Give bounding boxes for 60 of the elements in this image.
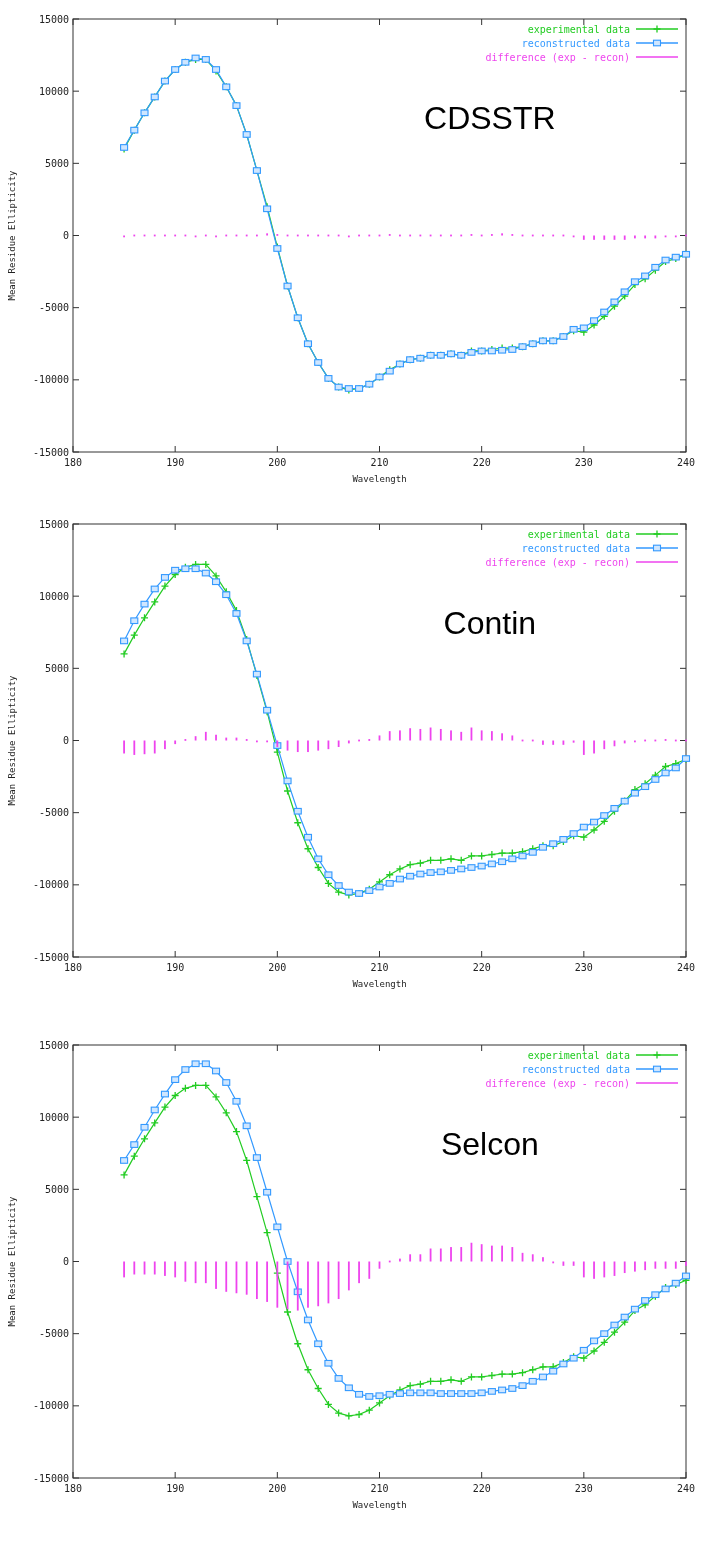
x-axis-title: Wavelength [352, 474, 407, 484]
x-tick-label: 210 [370, 457, 389, 468]
y-tick-label: -10000 [32, 1400, 69, 1412]
x-tick-label: 180 [63, 457, 83, 468]
legend-label: experimental data [527, 1049, 630, 1061]
y-tick-label: -15000 [32, 1472, 69, 1484]
x-tick-label: 190 [166, 1483, 185, 1494]
legend-label: difference (exp - recon) [485, 556, 630, 568]
annotation: CDSSTR [424, 100, 556, 136]
y-tick-label: 15000 [38, 13, 69, 25]
legend-label: reconstructed data [521, 542, 630, 554]
x-tick-label: 230 [574, 1483, 593, 1494]
x-tick-label: 240 [676, 457, 696, 468]
y-tick-label: -5000 [38, 807, 69, 819]
x-axis-title: Wavelength [352, 1500, 407, 1510]
y-tick-label: 15000 [38, 518, 69, 530]
x-tick-label: 190 [166, 457, 185, 468]
y-tick-label: 15000 [38, 1039, 69, 1051]
x-tick-label: 240 [676, 1483, 696, 1494]
x-tick-label: 190 [166, 962, 185, 973]
legend-label: experimental data [527, 528, 630, 540]
x-tick-label: 230 [574, 962, 593, 973]
x-tick-label: 220 [472, 457, 491, 468]
x-tick-label: 240 [676, 962, 696, 973]
y-axis-title: Mean Residue Ellipticity [7, 1195, 17, 1327]
y-tick-label: -10000 [32, 374, 69, 386]
x-tick-label: 220 [472, 1483, 491, 1494]
x-tick-label: 200 [268, 1483, 287, 1494]
x-tick-label: 210 [370, 962, 389, 973]
y-tick-label: 10000 [38, 1111, 69, 1123]
legend-label: reconstructed data [521, 37, 630, 49]
x-tick-label: 180 [63, 962, 83, 973]
legend-label: difference (exp - recon) [485, 1077, 630, 1089]
x-tick-label: 220 [472, 962, 491, 973]
y-tick-label: 5000 [44, 157, 69, 169]
annotation: Contin [443, 605, 537, 641]
y-tick-label: -15000 [32, 446, 69, 458]
legend-label: experimental data [527, 23, 630, 35]
y-tick-label: 5000 [44, 1183, 69, 1195]
y-tick-label: -15000 [32, 951, 69, 963]
y-tick-label: -5000 [38, 1328, 69, 1340]
y-tick-label: -5000 [38, 302, 69, 314]
x-tick-label: 230 [574, 457, 593, 468]
y-tick-label: -10000 [32, 879, 69, 891]
y-tick-label: 10000 [38, 590, 69, 602]
x-tick-label: 210 [370, 1483, 389, 1494]
y-tick-label: 0 [62, 230, 69, 241]
legend-label: difference (exp - recon) [485, 51, 630, 63]
x-tick-label: 200 [268, 457, 287, 468]
y-tick-label: 10000 [38, 85, 69, 97]
y-axis-title: Mean Residue Ellipticity [7, 169, 17, 301]
legend-label: reconstructed data [521, 1063, 630, 1075]
annotation: Selcon [440, 1126, 539, 1162]
y-tick-label: 0 [62, 1256, 69, 1267]
y-tick-label: 5000 [44, 662, 69, 674]
y-axis-title: Mean Residue Ellipticity [7, 674, 17, 806]
x-tick-label: 180 [63, 1483, 83, 1494]
x-tick-label: 200 [268, 962, 287, 973]
y-tick-label: 0 [62, 735, 69, 746]
x-axis-title: Wavelength [352, 979, 407, 989]
